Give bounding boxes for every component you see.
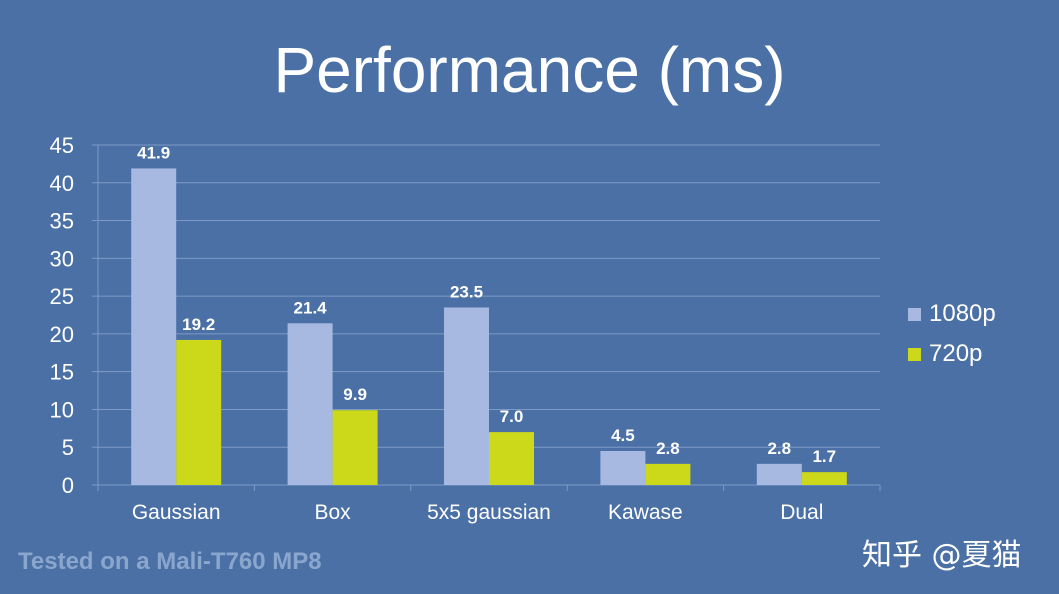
bar-1080p-3 [600, 451, 646, 485]
x-tick-label-3: Kawase [608, 501, 683, 524]
data-label-1080p-1: 21.4 [294, 298, 328, 317]
legend-label-1080p: 1080p [929, 300, 996, 327]
footnote: Tested on a Mali-T760 MP8 [18, 548, 322, 575]
bar-720p-3 [645, 463, 691, 485]
watermark: 知乎 @夏猫 [862, 538, 1022, 573]
x-tick-label-4: Dual [780, 501, 823, 524]
bar-720p-1 [332, 410, 378, 485]
bar-1080p-1 [287, 323, 333, 485]
legend-swatch-1080p [908, 307, 921, 321]
x-tick-label-1: Box [315, 501, 352, 524]
y-tick-label-20: 20 [50, 322, 74, 347]
data-label-720p-4: 1.7 [812, 447, 836, 466]
y-tick-label-45: 45 [50, 133, 74, 158]
data-label-720p-3: 2.8 [656, 439, 680, 458]
data-label-1080p-2: 23.5 [450, 282, 483, 301]
bar-720p-2 [489, 432, 534, 485]
x-tick-label-2: 5x5 gaussian [427, 501, 551, 524]
y-tick-label-35: 35 [50, 209, 74, 234]
legend-item-1080p: 1080p [908, 294, 996, 334]
x-tick-label-0: Gaussian [132, 501, 221, 524]
data-label-1080p-3: 4.5 [611, 426, 635, 445]
legend-item-720p: 720p [908, 334, 996, 374]
y-tick-label-30: 30 [50, 246, 74, 271]
bar-1080p-2 [444, 307, 489, 485]
bar-720p-0 [176, 339, 222, 485]
data-label-720p-2: 7.0 [500, 407, 524, 426]
chart-title: Performance (ms) [273, 34, 786, 106]
y-tick-label-15: 15 [50, 360, 74, 385]
legend-swatch-720p [908, 347, 921, 361]
chart-legend: 1080p 720p [908, 294, 996, 374]
legend-label-720p: 720p [929, 340, 983, 367]
y-tick-label-40: 40 [50, 171, 74, 196]
data-label-720p-1: 9.9 [343, 385, 367, 404]
y-tick-label-10: 10 [50, 397, 74, 422]
y-tick-label-5: 5 [62, 435, 74, 460]
bar-720p-4 [801, 472, 847, 485]
bar-1080p-0 [131, 168, 177, 485]
data-label-720p-0: 19.2 [182, 315, 215, 334]
bar-1080p-4 [756, 463, 802, 485]
data-label-1080p-0: 41.9 [137, 143, 170, 162]
y-tick-label-25: 25 [50, 284, 74, 309]
data-label-1080p-4: 2.8 [767, 439, 791, 458]
y-tick-label-0: 0 [62, 473, 74, 498]
